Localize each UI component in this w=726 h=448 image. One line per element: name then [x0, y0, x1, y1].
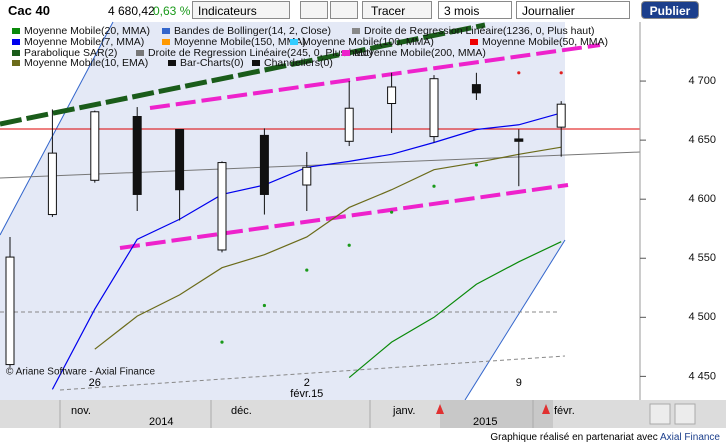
series-layer — [5, 71, 566, 390]
legend-label: Moyenne Mobile(7, MMA) — [24, 36, 144, 48]
legend-label: Chandeliers(0) — [264, 57, 333, 69]
candle-body — [5, 256, 15, 366]
tool-button[interactable] — [300, 1, 328, 19]
timeline — [0, 400, 726, 428]
legend-label: Bar-Charts(0) — [180, 57, 244, 69]
legend-swatch — [162, 28, 170, 34]
candle-body — [556, 103, 566, 128]
legend-swatch — [352, 28, 360, 34]
sar-dot — [262, 303, 266, 308]
sar-dot — [220, 340, 224, 344]
legend-label: Moyenne Mobile(10, EMA) — [24, 57, 148, 69]
legend-swatch — [12, 60, 20, 66]
candle-body — [259, 134, 269, 195]
timeline-month: févr. — [554, 405, 575, 417]
candle-body — [217, 162, 227, 251]
legend-swatch — [12, 50, 20, 56]
sar-dot — [474, 163, 478, 167]
timeline-month: nov. — [71, 405, 91, 417]
indicator-line — [94, 146, 562, 350]
price: 4 680,42 — [108, 4, 155, 18]
scroll-button[interactable] — [674, 403, 696, 425]
candle-body — [47, 152, 57, 216]
symbol: Cac 40 — [8, 3, 50, 18]
legend-label: Moyenne Mobile(200, MMA) — [354, 47, 486, 59]
legend-swatch — [252, 60, 260, 66]
y-tick-label: 4 650 — [688, 134, 716, 146]
legend-swatch — [290, 39, 298, 45]
regression-channel — [59, 355, 566, 391]
legend-swatch — [12, 39, 20, 45]
footer-link[interactable]: Axial Finance — [659, 432, 720, 443]
sar-dot — [517, 71, 521, 75]
bollinger-lower — [464, 239, 566, 401]
y-tick-label: 4 450 — [688, 370, 716, 382]
timeline-handle — [542, 404, 550, 414]
copyright: © Ariane Software - Axial Finance — [6, 367, 156, 378]
y-tick-label: 4 500 — [688, 311, 716, 323]
sar-dot — [559, 71, 563, 75]
publish-button[interactable]: Publier — [641, 1, 699, 19]
legend-label: Parabolique SAR(2) — [24, 47, 117, 59]
legend-swatch — [162, 39, 170, 45]
legend-swatch — [12, 28, 20, 34]
footer: Graphique réalisé en partenariat avec Ax… — [490, 432, 720, 443]
candle-body — [514, 138, 524, 142]
tool-button[interactable] — [330, 1, 358, 19]
x-tick-label: 9 — [515, 377, 522, 389]
y-tick-label: 4 600 — [688, 193, 716, 205]
sar-dot — [347, 243, 351, 247]
footer-text: Graphique réalisé en partenariat avec — [490, 432, 658, 443]
axis-panel — [640, 22, 726, 400]
bollinger-band — [0, 22, 565, 400]
legend-swatch — [136, 50, 144, 56]
timeline-month: janv. — [393, 405, 416, 417]
candle-body — [302, 166, 312, 186]
legend-label: Bandes de Bollinger(14, 2, Close) — [174, 25, 331, 37]
interval-select[interactable]: Journalier — [516, 1, 630, 19]
legend-label: Moyenne Mobile(20, MMA) — [24, 25, 150, 37]
legend-label: Droite de Regression Linéaire(245, 0, Pl… — [148, 47, 373, 59]
legend-swatch — [342, 50, 350, 56]
timeline-window — [440, 400, 553, 428]
timeline-handle — [436, 404, 444, 414]
candle-body — [387, 86, 397, 105]
draw-select[interactable]: Tracer — [362, 1, 432, 19]
timeline-year: 2015 — [473, 416, 498, 428]
sar-dot — [305, 268, 309, 272]
legend-label: Moyenne Mobile(100, MMA) — [302, 36, 434, 48]
legend-label: Moyenne Mobile(150, MMA) — [174, 36, 306, 48]
indicators-select[interactable]: Indicateurs — [192, 1, 290, 19]
legend-label: Moyenne Mobile(50, MMA) — [482, 36, 608, 48]
legend-swatch — [470, 39, 478, 45]
candle-body — [471, 84, 481, 94]
change: 0,63 % — [153, 4, 191, 18]
sar-dot — [432, 184, 436, 188]
trend-line — [119, 183, 569, 250]
candle-body — [344, 107, 354, 142]
candle-body — [132, 116, 142, 195]
legend-swatch — [168, 60, 176, 66]
legend-label: Droite de Regression Linéaire(1236, 0, P… — [364, 25, 595, 37]
candle-body — [90, 111, 100, 181]
sar-dot — [390, 210, 394, 214]
scroll-button[interactable] — [649, 403, 671, 425]
x-tick-label: 26 — [88, 377, 101, 389]
y-tick-label: 4 550 — [688, 252, 716, 264]
candle-body — [175, 128, 185, 191]
trend-line — [0, 22, 486, 127]
drawings — [0, 22, 640, 391]
candle-body — [429, 78, 439, 138]
y-tick-label: 4 700 — [688, 75, 716, 87]
timeline-month: déc. — [231, 405, 252, 417]
timeline-year: 2014 — [149, 416, 174, 428]
x-tick-label: 2 févr.15 — [290, 377, 324, 400]
trend-line — [149, 43, 601, 110]
period-select[interactable]: 3 mois — [438, 1, 512, 19]
indicator-line — [348, 241, 562, 379]
